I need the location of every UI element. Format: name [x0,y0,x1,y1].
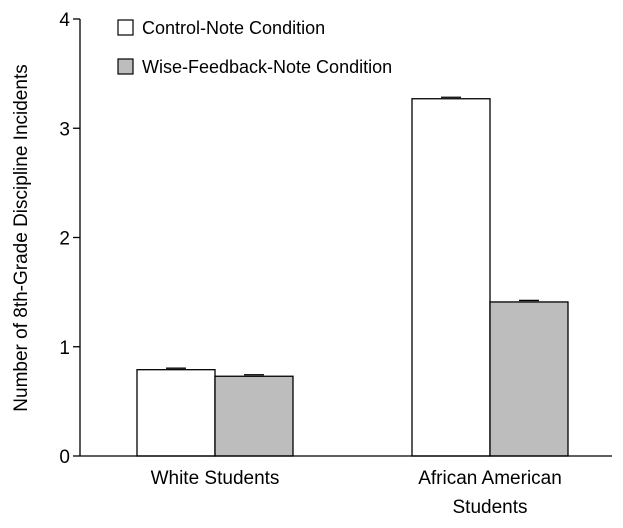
y-ticks: 0 1 2 3 4 [59,10,80,468]
bar-wise-feedback [214,375,294,457]
y-tick-label: 4 [59,10,70,31]
y-tick-label: 3 [59,119,70,140]
x-category-label: Students [453,497,528,518]
legend: Control-Note Condition Wise-Feedback-Note… [117,18,392,77]
x-category-label: African American [418,468,562,489]
y-tick-label: 2 [59,229,70,250]
x-category-labels: White Students African American Students [151,468,562,518]
x-category-label: White Students [151,468,280,489]
legend-swatch [117,19,134,36]
legend-label: Control-Note Condition [142,18,325,38]
bar-control [136,369,216,457]
y-axis-title: Number of 8th-Grade Discipline Incidents [11,64,32,411]
bar-wise-feedback [489,301,569,457]
y-tick-label: 1 [59,338,70,359]
legend-label: Wise-Feedback-Note Condition [142,57,392,77]
bar-control [411,98,491,457]
y-tick-label: 0 [59,447,70,468]
bars-layer [136,96,569,457]
legend-swatch [117,58,134,75]
